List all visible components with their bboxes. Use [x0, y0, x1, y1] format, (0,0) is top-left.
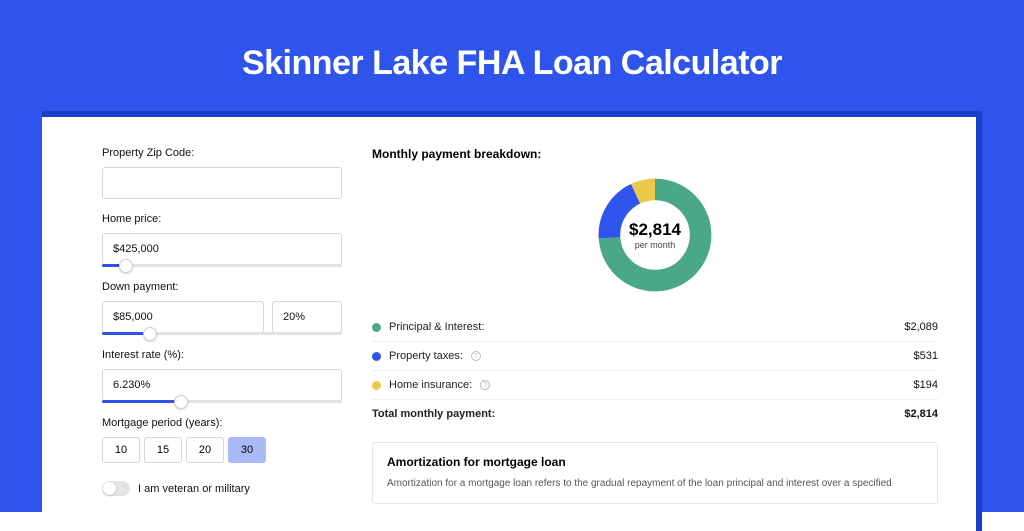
legend-dot	[372, 381, 381, 390]
total-value: $2,814	[904, 408, 938, 420]
legend-label: Principal & Interest:	[389, 321, 484, 333]
donut-sub: per month	[635, 240, 676, 250]
page-title: Skinner Lake FHA Loan Calculator	[0, 44, 1024, 83]
slider-thumb[interactable]	[174, 395, 188, 409]
period-option-20[interactable]: 20	[186, 437, 224, 463]
legend-dot	[372, 323, 381, 332]
legend-label: Home insurance:	[389, 379, 472, 391]
breakdown-panel: Monthly payment breakdown: $2,814 per mo…	[372, 147, 938, 531]
veteran-label: I am veteran or military	[138, 483, 250, 495]
donut-amount: $2,814	[629, 220, 681, 240]
slider-thumb[interactable]	[119, 259, 133, 273]
legend-left: Principal & Interest:	[372, 321, 484, 333]
legend-row-2: Home insurance:? $194	[372, 371, 938, 400]
legend-value: $2,089	[904, 321, 938, 333]
page-root: Skinner Lake FHA Loan Calculator Propert…	[0, 0, 1024, 512]
period-option-10[interactable]: 10	[102, 437, 140, 463]
legend-left: Home insurance:?	[372, 379, 490, 391]
legend-row-1: Property taxes:? $531	[372, 342, 938, 371]
down-payment-slider[interactable]	[102, 332, 342, 335]
home-price-label: Home price:	[102, 213, 342, 225]
down-payment-pct-input[interactable]	[272, 301, 342, 333]
period-option-30[interactable]: 30	[228, 437, 266, 463]
slider-fill	[102, 400, 181, 403]
payment-donut-chart: $2,814 per month	[595, 175, 715, 295]
legend-label: Property taxes:	[389, 350, 463, 362]
mortgage-period-label: Mortgage period (years):	[102, 417, 342, 429]
breakdown-title: Monthly payment breakdown:	[372, 147, 938, 161]
legend-list: Principal & Interest: $2,089 Property taxe…	[372, 313, 938, 400]
info-icon[interactable]: ?	[480, 380, 490, 390]
total-label: Total monthly payment:	[372, 408, 495, 420]
interest-rate-label: Interest rate (%):	[102, 349, 342, 361]
calculator-card: Property Zip Code: Home price: Down paym…	[42, 117, 976, 531]
legend-dot	[372, 352, 381, 361]
info-icon[interactable]: ?	[471, 351, 481, 361]
legend-value: $531	[914, 350, 938, 362]
donut-container: $2,814 per month	[372, 175, 938, 295]
mortgage-period-options: 10152030	[102, 437, 342, 463]
home-price-slider[interactable]	[102, 264, 342, 267]
interest-rate-input[interactable]	[102, 369, 342, 401]
veteran-row: I am veteran or military	[102, 481, 342, 496]
down-payment-input[interactable]	[102, 301, 264, 333]
amortization-card: Amortization for mortgage loan Amortizat…	[372, 442, 938, 504]
home-price-input[interactable]	[102, 233, 342, 265]
amortization-desc: Amortization for a mortgage loan refers …	[387, 477, 923, 491]
slider-thumb[interactable]	[143, 327, 157, 341]
donut-center: $2,814 per month	[595, 175, 715, 295]
zip-label: Property Zip Code:	[102, 147, 342, 159]
legend-left: Property taxes:?	[372, 350, 481, 362]
veteran-toggle[interactable]	[102, 481, 130, 496]
zip-input[interactable]	[102, 167, 342, 199]
interest-rate-slider[interactable]	[102, 400, 342, 403]
total-row: Total monthly payment: $2,814	[372, 400, 938, 428]
period-option-15[interactable]: 15	[144, 437, 182, 463]
amortization-title: Amortization for mortgage loan	[387, 455, 923, 469]
form-panel: Property Zip Code: Home price: Down paym…	[102, 147, 342, 531]
card-shadow: Property Zip Code: Home price: Down paym…	[42, 111, 982, 531]
legend-row-0: Principal & Interest: $2,089	[372, 313, 938, 342]
legend-value: $194	[914, 379, 938, 391]
down-payment-label: Down payment:	[102, 281, 342, 293]
